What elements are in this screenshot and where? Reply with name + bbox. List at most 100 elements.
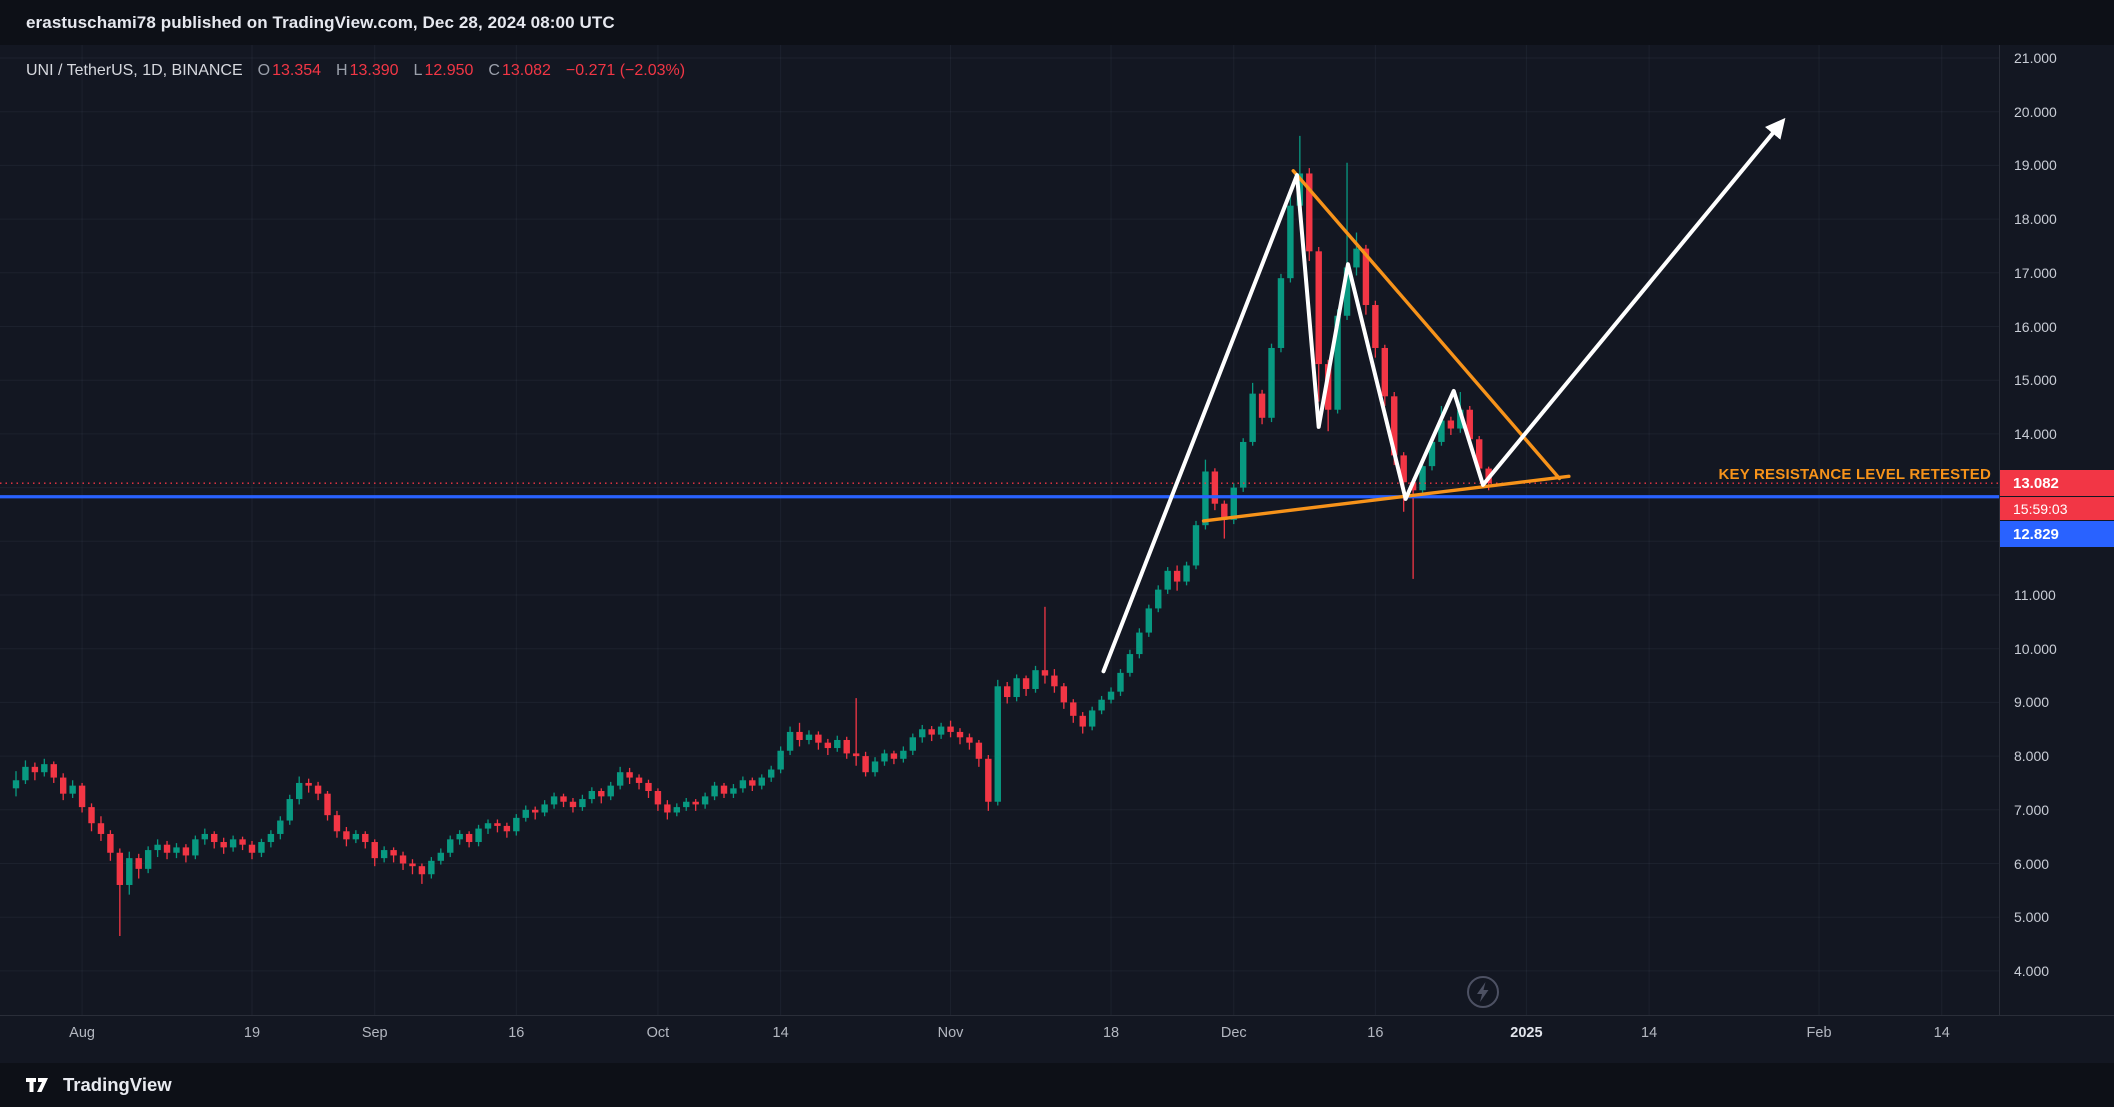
candle-body [324,793,331,816]
candle-body [635,777,643,783]
candle-body [1362,248,1370,306]
time-scale-label: 18 [1102,1025,1120,1041]
close-value: C 13.082 [488,62,551,79]
candle-body [607,785,614,797]
candle-body [569,801,577,808]
price-scale-label: 18.000 [2014,211,2057,228]
candle-body [258,842,265,853]
candle-body [126,858,133,885]
candle-body [909,737,916,751]
candle-body [588,791,596,800]
candle-body [135,858,142,869]
candle-body [1070,702,1077,716]
time-scale-label: Dec [1220,1025,1247,1041]
candle-body [314,785,322,794]
candle-body [333,815,341,832]
footer-brand-text[interactable]: TradingView [63,1074,172,1095]
candle-body [484,823,492,829]
candle-body [937,726,945,735]
trendline-upper[interactable] [1291,169,1562,481]
trendline-lower[interactable] [1201,474,1571,523]
price-scale-label: 17.000 [2014,264,2057,281]
projection-path[interactable] [1101,117,1786,674]
candle-body [267,833,275,843]
candle-body [248,844,256,853]
candle-body [1192,525,1200,566]
candle-body [532,809,539,813]
price-scale-label: 7.000 [2014,801,2050,818]
candle-body [50,764,57,778]
candle-body [1277,278,1285,348]
symbol-title[interactable]: UNI / TetherUS, 1D, BINANCE [26,62,243,79]
candle-body [97,823,105,834]
candle-body [947,726,954,732]
candle-body [654,791,662,805]
candle-body [598,791,605,797]
candle-body [1315,251,1322,365]
price-scale-label: 10.000 [2014,640,2057,657]
candle-body [1079,715,1086,727]
candle-body [201,833,208,840]
candle-body [343,831,350,840]
candle-body [1287,205,1294,279]
candle-body [447,839,454,853]
candle-body [503,825,511,832]
candle-body [220,842,227,848]
time-scale[interactable]: Aug 19 Sep 16 Oct 14 Nov 18 Dec 16 2025 14 Feb 14 [0,1015,2114,1063]
candle-body [428,860,435,875]
candle-body [1117,672,1124,692]
candle-body [1041,670,1049,676]
current-price-badge: 13.082 [2000,470,2114,496]
publish-bar: erastuschami78 published on TradingView.… [0,0,2114,45]
candle-body [758,777,765,786]
candle-body [871,761,879,773]
low-value: L 12.950 [413,62,474,79]
candle-body [513,817,520,832]
resistance-annotation-text[interactable]: KEY RESISTANCE LEVEL RETESTED [1718,466,1991,483]
candle-body [60,777,67,794]
time-scale-label: 16 [508,1025,525,1041]
candle-body [1240,441,1247,488]
candle-body [277,820,284,834]
candle-body [683,801,690,808]
candle-body [380,850,388,859]
candle-body [1419,466,1426,491]
candle-body [475,828,482,843]
candle-body [550,796,558,805]
candle-body [692,801,699,805]
time-scale-label: 2025 [1510,1025,1543,1041]
candle-body [1334,315,1341,410]
price-scale-label: 15.000 [2014,372,2057,389]
candle-body [437,852,444,861]
candle-body [465,833,473,843]
price-scale-label: 19.000 [2014,157,2057,174]
candle-countdown-badge: 15:59:03 [2000,497,2114,520]
candle-body [1032,670,1039,689]
price-scale-label: 20.000 [2014,103,2057,120]
publish-bar-text: erastuschami78 published on TradingView.… [26,12,615,32]
candle-body [31,766,39,773]
candle-body [1211,471,1219,504]
price-scale-label: 11.000 [2014,587,2056,603]
candle-body [371,842,378,859]
candle-body [1353,248,1360,268]
candle-body [1183,565,1190,582]
candle-body [173,847,180,853]
candle-body [1136,632,1143,655]
candle-body [154,844,161,851]
candle-body [975,742,983,759]
candle-body [749,780,756,786]
tradingview-logo-icon[interactable] [24,1073,52,1097]
candle-body [418,866,426,875]
price-scale[interactable]: 13.082 15:59:03 12.829 21.000 20.000 19.00… [1999,45,2114,1015]
price-scale-label: 9.000 [2014,694,2050,711]
candle-body [626,772,633,778]
candle-body [1145,608,1152,633]
price-scale-label: 14.000 [2014,425,2057,442]
candle-body [182,847,190,856]
candle-body [862,756,869,773]
candle-body [1088,710,1096,727]
candle-body [1051,675,1058,687]
candle-body [579,799,586,808]
